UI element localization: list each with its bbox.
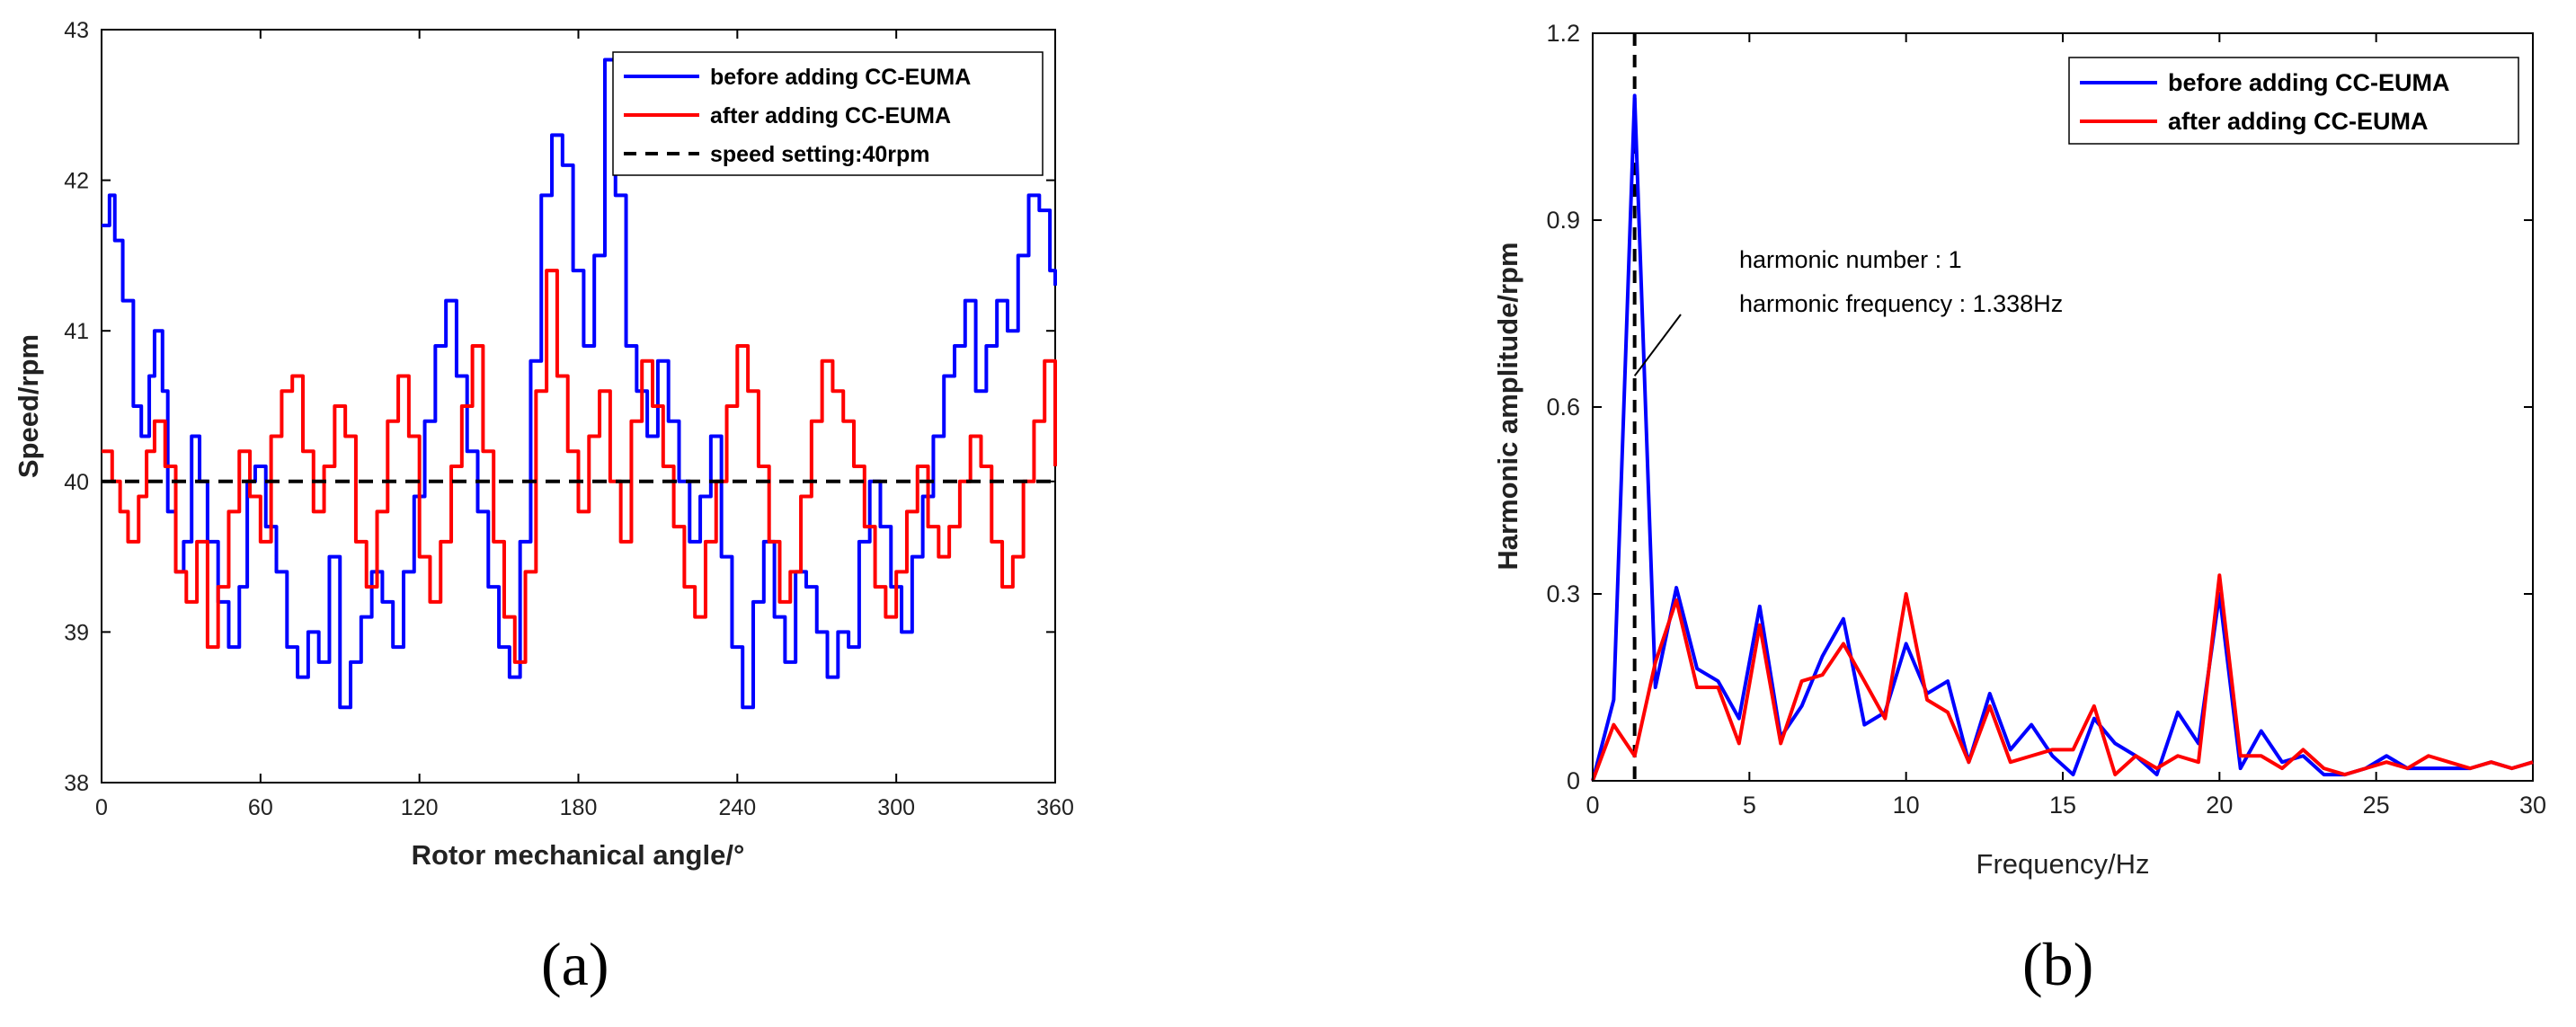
panel-b-label: (b) bbox=[2022, 930, 2093, 998]
plot-a-x-tick-label: 240 bbox=[718, 795, 756, 820]
plot-b-x-axis-label: Frequency/Hz bbox=[1976, 848, 2150, 880]
plot-b-y-tick-label: 0.6 bbox=[1546, 394, 1580, 421]
legend-b-box bbox=[2068, 57, 2519, 145]
legend-b-label-before: before adding CC-EUMA bbox=[2168, 69, 2450, 96]
plot-b-y-tick-label: 0.3 bbox=[1546, 580, 1580, 607]
plot-b-y-axis-label: Harmonic amplitude/rpm bbox=[1492, 242, 1523, 570]
plot-a-y-tick-label: 42 bbox=[64, 169, 89, 194]
plot-a-x-tick-label: 120 bbox=[401, 795, 439, 820]
plot-b-y-tick-label: 1.2 bbox=[1546, 20, 1580, 47]
legend-b: before adding CC-EUMA after adding CC-EU… bbox=[2068, 57, 2519, 145]
legend-b-label-after: after adding CC-EUMA bbox=[2168, 108, 2429, 135]
plot-a-x-tick-label: 360 bbox=[1036, 795, 1074, 820]
plot-b-x-tick-label: 20 bbox=[2206, 792, 2233, 819]
plot-a-x-tick-label: 180 bbox=[560, 795, 598, 820]
plot-b-annotation-line-1: harmonic number : 1 bbox=[1739, 246, 1962, 273]
plot-a-y-tick-label: 43 bbox=[64, 18, 89, 43]
plot-b-x-tick-label: 15 bbox=[2049, 792, 2076, 819]
plot-a-y-tick-label: 40 bbox=[64, 470, 89, 495]
plot-a-x-tick-label: 300 bbox=[877, 795, 915, 820]
plot-b-x-tick-label: 25 bbox=[2363, 792, 2390, 819]
plot-b-area bbox=[1592, 32, 2534, 782]
plot-b-x-tick-label: 5 bbox=[1743, 792, 1756, 819]
plot-a-x-tick-label: 60 bbox=[248, 795, 273, 820]
plot-b-y-tick-label: 0 bbox=[1567, 767, 1580, 794]
plot-b-y-tick-label: 0.9 bbox=[1546, 207, 1580, 234]
plot-a-x-axis-label: Rotor mechanical angle/° bbox=[412, 839, 745, 871]
legend-a-label-before: before adding CC-EUMA bbox=[710, 65, 971, 90]
plot-b-series-group bbox=[1591, 33, 2534, 782]
legend-a: before adding CC-EUMA after adding CC-EU… bbox=[612, 51, 1044, 176]
plot-a-y-tick-label: 41 bbox=[64, 319, 89, 344]
plot-a-y-tick-label: 39 bbox=[64, 620, 89, 645]
legend-a-label-setpoint: speed setting:40rpm bbox=[710, 142, 930, 167]
plot-a-ticks-group: 0 60 120 180 240 300 360 38 39 40 41 42 43 bbox=[64, 18, 1074, 820]
plot-b-annotation-leader bbox=[1633, 314, 1682, 376]
plot-a-series-1-line bbox=[102, 269, 1057, 664]
panel-b: 0 5 10 15 20 25 30 0 0.3 0.6 0.9 1.2 harmonic numbe… bbox=[1492, 20, 2546, 998]
plot-b-ticks-group: 0 5 10 15 20 25 30 0 0.3 0.6 0.9 1.2 bbox=[1546, 20, 2546, 819]
plot-a-y-axis-label: Speed/rpm bbox=[13, 334, 44, 478]
plot-b-x-tick-label: 10 bbox=[1893, 792, 1920, 819]
plot-b-x-tick-label: 30 bbox=[2519, 792, 2546, 819]
plot-a-y-tick-label: 38 bbox=[64, 771, 89, 796]
plot-a-x-tick-label: 0 bbox=[95, 795, 108, 820]
panel-a-label: (a) bbox=[541, 930, 608, 998]
panel-a: 0 60 120 180 240 300 360 38 39 40 41 42 43 before ad… bbox=[13, 18, 1074, 998]
plot-b-annotation-line-2: harmonic frequency : 1.338Hz bbox=[1739, 290, 2063, 317]
legend-a-label-after: after adding CC-EUMA bbox=[710, 103, 951, 128]
plot-b-x-tick-label: 0 bbox=[1586, 792, 1599, 819]
plot-a-series-group bbox=[102, 58, 1057, 710]
plot-b-series-1-line bbox=[1591, 573, 2534, 782]
plot-b-series-0-line bbox=[1591, 93, 2534, 782]
